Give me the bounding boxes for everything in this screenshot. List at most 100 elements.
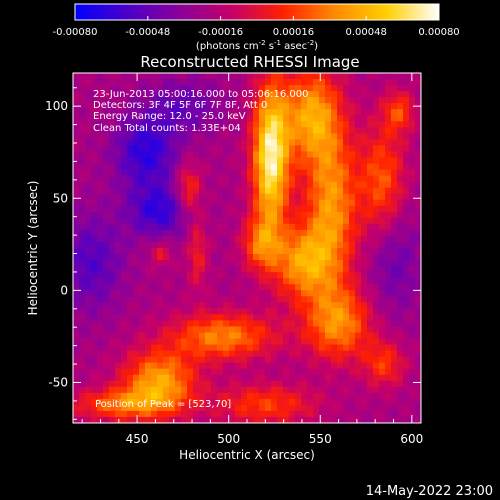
heatmap-cell — [199, 386, 206, 394]
heatmap-cell — [373, 350, 380, 358]
heatmap-cell — [97, 133, 104, 140]
heatmap-cell — [373, 169, 380, 177]
heatmap-cell — [181, 139, 188, 147]
heatmap-cell — [211, 326, 218, 334]
heatmap-cell — [103, 320, 110, 328]
heatmap-cell — [253, 380, 260, 388]
heatmap-cell — [343, 344, 350, 352]
heatmap-cell — [277, 362, 284, 370]
heatmap-cell — [325, 254, 332, 261]
heatmap-cell — [349, 175, 356, 183]
heatmap-cell — [73, 302, 80, 309]
heatmap-cell — [151, 241, 158, 249]
heatmap-cell — [127, 187, 134, 195]
heatmap-cell — [91, 296, 98, 303]
heatmap-cell — [415, 199, 421, 207]
heatmap-cell — [103, 356, 110, 364]
heatmap-cell — [349, 320, 356, 328]
heatmap-cell — [367, 211, 374, 219]
heatmap-cell — [355, 404, 362, 412]
heatmap-cell — [415, 217, 421, 225]
heatmap-cell — [163, 272, 170, 279]
heatmap-cell — [355, 254, 362, 261]
heatmap-cell — [277, 241, 284, 249]
heatmap-cell — [127, 139, 134, 147]
heatmap-cell — [283, 139, 290, 147]
heatmap-cell — [265, 229, 272, 237]
heatmap-cell — [109, 302, 116, 309]
heatmap-cell — [73, 223, 80, 231]
heatmap-cell — [307, 145, 314, 153]
heatmap-cell — [217, 326, 224, 334]
heatmap-cell — [403, 380, 410, 388]
heatmap-cell — [127, 344, 134, 352]
heatmap-cell — [265, 344, 272, 352]
heatmap-cell — [187, 380, 194, 388]
heatmap-cell — [313, 392, 320, 400]
heatmap-cell — [289, 284, 296, 291]
heatmap-cell — [289, 350, 296, 358]
heatmap-cell — [121, 398, 128, 406]
heatmap-cell — [121, 97, 128, 104]
heatmap-cell — [265, 356, 272, 364]
heatmap-cell — [103, 217, 110, 225]
heatmap-cell — [349, 368, 356, 376]
heatmap-cell — [391, 386, 398, 394]
heatmap-cell — [91, 320, 98, 328]
heatmap-cell — [205, 133, 212, 140]
heatmap-cell — [277, 344, 284, 352]
heatmap-cell — [265, 410, 272, 418]
heatmap-cell — [379, 91, 386, 98]
heatmap-cell — [145, 272, 152, 279]
heatmap-cell — [229, 163, 236, 171]
heatmap-cell — [325, 97, 332, 104]
heatmap-cell — [157, 115, 164, 122]
heatmap-cell — [115, 368, 122, 376]
heatmap-cell — [199, 181, 206, 189]
heatmap-cell — [403, 109, 410, 116]
heatmap-cell — [211, 205, 218, 213]
heatmap-cell — [169, 91, 176, 98]
heatmap-cell — [115, 320, 122, 328]
heatmap-cell — [355, 127, 362, 134]
heatmap-cell — [241, 205, 248, 213]
heatmap-cell — [361, 386, 368, 394]
heatmap-cell — [265, 85, 272, 92]
heatmap-cell — [145, 175, 152, 183]
heatmap-cell — [403, 181, 410, 189]
heatmap-cell — [127, 320, 134, 328]
heatmap-cell — [91, 314, 98, 322]
heatmap-cell — [277, 187, 284, 195]
heatmap-cell — [253, 362, 260, 370]
heatmap-cell — [259, 241, 266, 249]
heatmap-cell — [361, 115, 368, 122]
heatmap-cell — [271, 416, 278, 423]
heatmap-cell — [73, 91, 80, 98]
heatmap-cell — [97, 308, 104, 315]
heatmap-cell — [247, 235, 254, 243]
heatmap-cell — [409, 344, 416, 352]
heatmap-cell — [373, 205, 380, 213]
heatmap-cell — [319, 205, 326, 213]
heatmap-cell — [331, 374, 338, 382]
heatmap-cell — [331, 254, 338, 261]
heatmap-cell — [283, 404, 290, 412]
heatmap-cell — [163, 241, 170, 249]
heatmap-cell — [397, 91, 404, 98]
heatmap-cell — [397, 344, 404, 352]
heatmap-cell — [355, 302, 362, 309]
heatmap-cell — [79, 320, 86, 328]
heatmap-cell — [241, 133, 248, 140]
heatmap-cell — [403, 362, 410, 370]
heatmap-cell — [115, 175, 122, 183]
peak-position-label: Position of Peak = [523,70] — [95, 399, 231, 410]
heatmap-cell — [283, 151, 290, 159]
heatmap-cell — [373, 97, 380, 104]
heatmap-cell — [325, 338, 332, 346]
heatmap-cell — [397, 133, 404, 140]
heatmap-cell — [391, 97, 398, 104]
heatmap-cell — [199, 73, 206, 80]
heatmap-cell — [385, 410, 392, 418]
heatmap-cell — [193, 290, 200, 297]
heatmap-cell — [163, 139, 170, 147]
